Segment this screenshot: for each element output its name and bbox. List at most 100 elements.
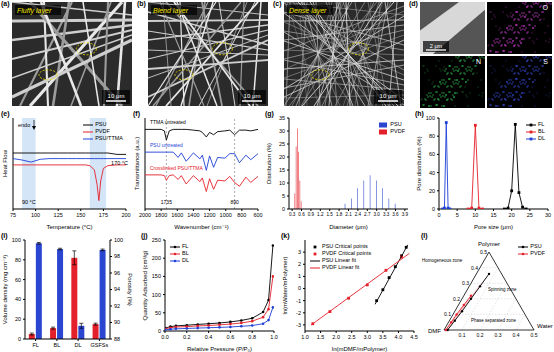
svg-text:30: 30 [279, 128, 285, 134]
svg-text:35: 35 [279, 115, 285, 121]
svg-text:2 μm: 2 μm [430, 43, 443, 49]
svg-text:20: 20 [279, 154, 285, 160]
svg-text:3.0: 3.0 [373, 212, 380, 217]
svg-text:3.9: 3.9 [402, 212, 409, 217]
svg-text:0.1: 0.1 [459, 332, 466, 338]
svg-text:Polymer: Polymer [478, 241, 500, 247]
svg-text:80: 80 [15, 257, 21, 263]
svg-text:Porosity (%): Porosity (%) [127, 273, 133, 306]
svg-text:3.6: 3.6 [392, 212, 399, 217]
svg-text:ln(mWater/mPolymer): ln(mWater/mPolymer) [282, 256, 288, 314]
svg-text:890: 890 [230, 199, 239, 205]
svg-text:30: 30 [545, 212, 551, 218]
svg-text:1.2: 1.2 [317, 212, 324, 217]
svg-text:1000: 1000 [220, 212, 232, 218]
svg-text:0: 0 [432, 206, 435, 212]
svg-text:Phase separated zone: Phase separated zone [471, 318, 517, 323]
svg-text:ln(mDMF/mPolymer): ln(mDMF/mPolymer) [332, 346, 387, 352]
svg-text:4.5: 4.5 [410, 334, 418, 340]
svg-text:40: 40 [429, 170, 435, 176]
svg-text:170 °C: 170 °C [111, 160, 128, 166]
svg-text:Relative Pressure (P/P₀): Relative Pressure (P/P₀) [187, 346, 252, 352]
svg-text:0.2: 0.2 [453, 296, 460, 302]
svg-text:Homogeneous zone: Homogeneous zone [422, 258, 463, 263]
svg-text:1.8: 1.8 [336, 212, 343, 217]
svg-text:BL: BL [54, 342, 61, 348]
svg-text:0.5: 0.5 [531, 332, 538, 338]
svg-text:25: 25 [279, 141, 285, 147]
svg-text:Spinning zone: Spinning zone [488, 287, 517, 292]
svg-text:600: 600 [253, 212, 262, 218]
svg-text:1800: 1800 [155, 212, 167, 218]
svg-text:0.3: 0.3 [462, 280, 469, 286]
svg-text:0.2: 0.2 [183, 334, 191, 340]
svg-text:60: 60 [15, 277, 21, 283]
svg-text:200: 200 [152, 255, 161, 261]
svg-text:40: 40 [15, 296, 21, 302]
svg-text:10 μm: 10 μm [244, 93, 261, 99]
svg-text:88: 88 [114, 336, 120, 342]
svg-text:S: S [543, 58, 548, 65]
svg-text:Transmittance (a.u.): Transmittance (a.u.) [134, 137, 140, 190]
svg-text:Heat Flow: Heat Flow [2, 149, 8, 177]
svg-text:1.5: 1.5 [317, 334, 325, 340]
svg-text:10 μm: 10 μm [108, 93, 125, 99]
svg-text:0.1: 0.1 [444, 311, 451, 317]
svg-text:2.5: 2.5 [348, 334, 356, 340]
svg-text:100: 100 [152, 292, 161, 298]
svg-text:2.7: 2.7 [364, 212, 371, 217]
svg-text:20: 20 [509, 212, 515, 218]
svg-text:125: 125 [54, 212, 63, 218]
svg-text:Fluffy layer: Fluffy layer [17, 7, 52, 15]
svg-text:20: 20 [429, 188, 435, 194]
svg-text:3.3: 3.3 [383, 212, 390, 217]
svg-text:0.6: 0.6 [298, 212, 305, 217]
svg-text:75: 75 [10, 212, 16, 218]
svg-text:1600: 1600 [171, 212, 183, 218]
svg-text:DMF: DMF [428, 328, 441, 334]
svg-text:Crosslinked PSU/TTMA: Crosslinked PSU/TTMA [150, 165, 203, 171]
svg-text:80: 80 [429, 133, 435, 139]
svg-text:4.0: 4.0 [395, 334, 403, 340]
svg-text:0.8: 0.8 [248, 334, 256, 340]
svg-text:90 °C: 90 °C [22, 199, 36, 205]
svg-text:100: 100 [114, 237, 123, 243]
svg-text:Pore size (μm): Pore size (μm) [474, 224, 513, 230]
svg-text:20: 20 [15, 316, 21, 322]
svg-text:3.0: 3.0 [363, 334, 371, 340]
svg-text:1.0: 1.0 [270, 334, 278, 340]
svg-text:92: 92 [114, 303, 120, 309]
svg-text:25: 25 [527, 212, 533, 218]
svg-text:0.4: 0.4 [513, 332, 520, 338]
svg-text:N: N [476, 58, 481, 65]
svg-text:0.9: 0.9 [308, 212, 315, 217]
svg-text:10: 10 [279, 180, 285, 186]
svg-text:100: 100 [12, 237, 21, 243]
svg-text:3.5: 3.5 [379, 334, 387, 340]
svg-text:175: 175 [99, 212, 108, 218]
svg-text:150: 150 [152, 273, 161, 279]
svg-text:3: 3 [298, 249, 301, 255]
svg-text:1200: 1200 [203, 212, 215, 218]
svg-text:98: 98 [114, 253, 120, 259]
svg-text:1735: 1735 [161, 199, 172, 205]
svg-text:50: 50 [155, 310, 161, 316]
svg-text:Quantity Adsorbed (cm³/g): Quantity Adsorbed (cm³/g) [142, 250, 148, 320]
svg-text:1: 1 [298, 273, 301, 279]
svg-text:0.2: 0.2 [477, 332, 484, 338]
svg-text:O: O [543, 4, 549, 11]
svg-text:2000: 2000 [139, 212, 151, 218]
svg-text:2: 2 [298, 261, 301, 267]
svg-text:5: 5 [456, 212, 459, 218]
svg-text:TTMA untreated: TTMA untreated [150, 119, 186, 125]
svg-text:0: 0 [158, 328, 161, 334]
svg-text:Blend layer: Blend layer [153, 7, 189, 15]
svg-text:60: 60 [429, 151, 435, 157]
svg-text:-2: -2 [296, 310, 301, 316]
svg-text:90: 90 [114, 319, 120, 325]
svg-text:-3: -3 [296, 322, 301, 328]
svg-text:15: 15 [279, 167, 285, 173]
svg-text:0: 0 [437, 212, 440, 218]
svg-text:2.4: 2.4 [355, 212, 362, 217]
svg-text:Diameter (μm): Diameter (μm) [329, 224, 367, 230]
